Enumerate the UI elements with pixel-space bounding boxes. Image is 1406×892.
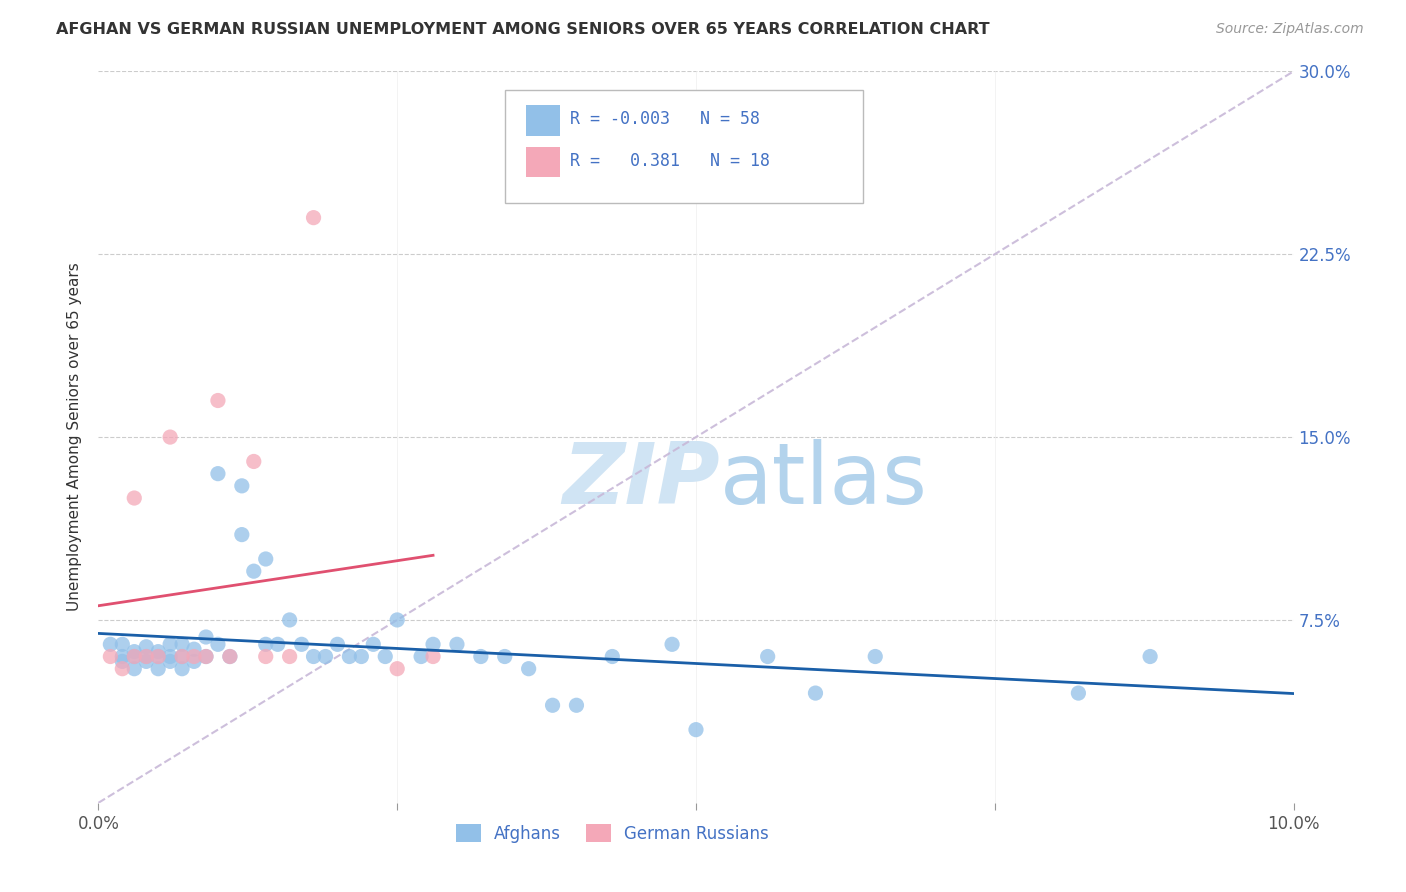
Point <box>172 637 194 651</box>
Point <box>195 649 218 664</box>
Point <box>541 698 564 713</box>
FancyBboxPatch shape <box>505 90 863 203</box>
Point <box>207 637 229 651</box>
Point <box>411 649 433 664</box>
Point <box>804 686 827 700</box>
Point <box>98 649 122 664</box>
Point <box>183 642 205 657</box>
Point <box>172 649 194 664</box>
Point <box>254 637 277 651</box>
Bar <box>526 105 560 136</box>
Point <box>124 649 146 664</box>
Point <box>135 649 157 664</box>
Point <box>363 637 385 651</box>
Point <box>517 662 540 676</box>
Text: ZIP: ZIP <box>562 440 720 523</box>
Point <box>446 637 468 651</box>
Point <box>865 649 887 664</box>
Point <box>385 613 409 627</box>
Point <box>339 649 361 664</box>
Point <box>302 649 325 664</box>
Point <box>135 649 157 664</box>
Point <box>111 637 134 651</box>
Point <box>172 649 194 664</box>
Point <box>148 645 170 659</box>
Point <box>148 649 170 664</box>
Point <box>385 662 409 676</box>
Point <box>254 649 277 664</box>
Point <box>231 527 253 541</box>
Point <box>685 723 707 737</box>
Bar <box>526 146 560 178</box>
Point <box>195 630 218 644</box>
Point <box>602 649 624 664</box>
Point <box>219 649 242 664</box>
Point <box>302 211 325 225</box>
Point <box>124 491 146 505</box>
Y-axis label: Unemployment Among Seniors over 65 years: Unemployment Among Seniors over 65 years <box>67 263 83 611</box>
Point <box>278 613 301 627</box>
Point <box>291 637 314 651</box>
Point <box>1067 686 1090 700</box>
Point <box>243 454 266 468</box>
Point <box>219 649 242 664</box>
Point <box>135 654 157 668</box>
Point <box>231 479 253 493</box>
Point <box>267 637 290 651</box>
Legend: Afghans, German Russians: Afghans, German Russians <box>449 818 776 849</box>
Point <box>111 654 134 668</box>
Point <box>470 649 492 664</box>
Point <box>124 662 146 676</box>
Point <box>422 637 444 651</box>
Point <box>661 637 683 651</box>
Point <box>565 698 588 713</box>
Point <box>243 564 266 578</box>
Point <box>148 662 170 676</box>
Text: R =   0.381   N = 18: R = 0.381 N = 18 <box>571 152 770 169</box>
Point <box>756 649 779 664</box>
Point <box>207 393 229 408</box>
Point <box>374 649 396 664</box>
Point <box>159 649 181 664</box>
Text: R = -0.003   N = 58: R = -0.003 N = 58 <box>571 110 761 128</box>
Text: atlas: atlas <box>720 440 928 523</box>
Point <box>350 649 373 664</box>
Point <box>422 649 444 664</box>
Point <box>159 654 181 668</box>
Point <box>278 649 301 664</box>
Point <box>1139 649 1161 664</box>
Point <box>159 430 181 444</box>
Point <box>124 645 146 659</box>
Point <box>172 662 194 676</box>
Point <box>326 637 349 651</box>
Point <box>254 552 277 566</box>
Text: Source: ZipAtlas.com: Source: ZipAtlas.com <box>1216 22 1364 37</box>
Text: AFGHAN VS GERMAN RUSSIAN UNEMPLOYMENT AMONG SENIORS OVER 65 YEARS CORRELATION CH: AFGHAN VS GERMAN RUSSIAN UNEMPLOYMENT AM… <box>56 22 990 37</box>
Point <box>124 649 146 664</box>
Point <box>159 637 181 651</box>
Point <box>315 649 337 664</box>
Point <box>183 649 205 664</box>
Point <box>148 649 170 664</box>
Point <box>195 649 218 664</box>
Point <box>111 649 134 664</box>
Point <box>98 637 122 651</box>
Point <box>183 654 205 668</box>
Point <box>494 649 516 664</box>
Point <box>207 467 229 481</box>
Point <box>111 662 134 676</box>
Point <box>135 640 157 654</box>
